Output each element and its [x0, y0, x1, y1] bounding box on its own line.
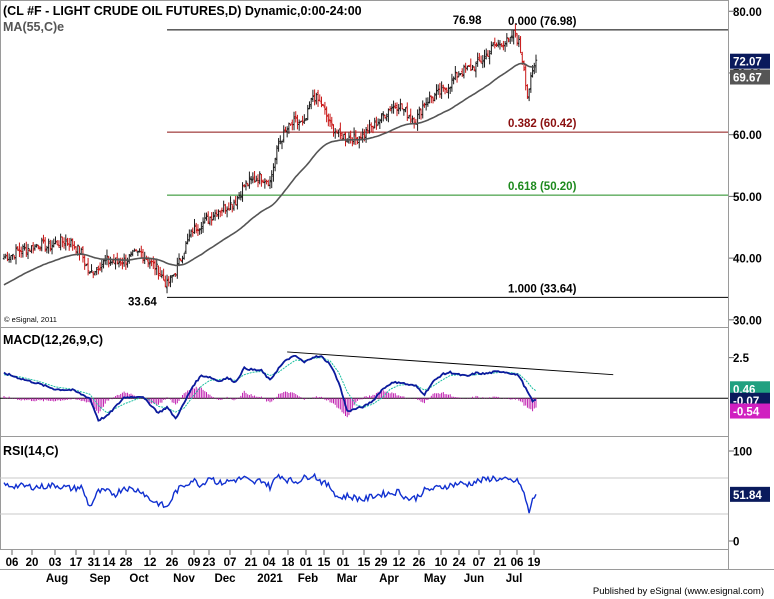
month-label: Dec [214, 573, 236, 585]
rsi-y-tick-label: 100 [733, 447, 752, 459]
macd-trendline [287, 351, 614, 376]
month-label: Mar [337, 573, 358, 585]
macd-signal-line [3, 357, 537, 414]
x-tick-label: 09 [188, 557, 201, 569]
rsi-line [3, 472, 537, 514]
x-tick-label: 07 [224, 557, 237, 569]
x-tick-label: 17 [70, 557, 83, 569]
x-tick-label: 06 [6, 557, 19, 569]
month-label: Jul [506, 573, 523, 585]
month-label: 2021 [257, 573, 283, 585]
axis-layer: 06 20 03 17 31 14 28 12 26 09 23 07 21 04 18 01 15 01 15 29… [6, 550, 541, 585]
month-label: Apr [379, 573, 399, 585]
low-annotation: 33.64 [128, 296, 157, 308]
x-tick-label: 12 [393, 557, 406, 569]
price-y-tick-label: 60.00 [733, 130, 762, 142]
macd-line [3, 354, 537, 422]
moving-average-line [3, 62, 537, 286]
rsi-layer: 100 0 51.84 [0, 447, 770, 549]
month-label: May [424, 573, 447, 585]
price-last-badge-bg [730, 53, 770, 69]
fib-level-label: 0.000 (76.98) [508, 16, 577, 28]
x-tick-label: 14 [103, 557, 116, 569]
price-y-tick-label: 50.00 [733, 192, 762, 204]
x-tick-label: 15 [358, 557, 371, 569]
macd-layer: 2.50.46-0.07-0.54 [0, 351, 770, 422]
fib-level-label: 0.618 (50.20) [508, 181, 577, 193]
x-tick-label: 01 [337, 557, 350, 569]
macd-panel-title: MACD(12,26,9,C) [3, 333, 103, 347]
x-tick-label: 03 [49, 557, 62, 569]
x-tick-label: 26 [413, 557, 426, 569]
x-tick-label: 24 [453, 557, 466, 569]
x-tick-label: 31 [88, 557, 101, 569]
x-tick-label: 06 [511, 557, 524, 569]
price-panel-title: (CL #F - LIGHT CRUDE OIL FUTURES,D) Dyna… [3, 4, 362, 18]
x-tick-label: 26 [166, 557, 179, 569]
macd-y-tick-label: 2.5 [733, 353, 750, 365]
ma-last-badge-bg [730, 69, 770, 85]
x-tick-label: 07 [473, 557, 486, 569]
x-tick-label: 23 [203, 557, 216, 569]
price-last-badge: 72.07 [733, 57, 762, 69]
price-y-tick-label: 80.00 [733, 7, 762, 19]
month-label: Aug [46, 573, 68, 585]
price-panel-frame [0, 0, 729, 328]
x-tick-label: 15 [318, 557, 331, 569]
rsi-last-badge-bg [730, 486, 770, 502]
fib-level-label: 1.000 (33.64) [508, 283, 577, 295]
month-label: Nov [173, 573, 195, 585]
fib-level-label: 0.382 (60.42) [508, 118, 577, 130]
signal-last-badge-bg [730, 381, 770, 397]
x-tick-label: 10 [435, 557, 448, 569]
x-tick-label: 21 [245, 557, 258, 569]
month-label: Oct [129, 573, 148, 585]
footer-published: Published by eSignal (www.esignal.com) [593, 586, 764, 597]
macd-panel-frame [0, 327, 729, 437]
month-label: Feb [298, 573, 318, 585]
histogram-last-badge: -0.54 [733, 407, 760, 419]
ma-label: MA(55,C)e [3, 20, 64, 34]
x-tick-label: 28 [120, 557, 133, 569]
rsi-last-badge: 51.84 [733, 490, 762, 502]
rsi-y-tick-label: 0 [733, 537, 739, 549]
ma-last-badge: 69.67 [733, 73, 762, 85]
x-tick-label: 12 [144, 557, 157, 569]
month-label: Jun [464, 573, 484, 585]
month-label: Sep [89, 573, 110, 585]
price-y-tick-label: 40.00 [733, 254, 762, 266]
high-annotation: 76.98 [453, 15, 482, 27]
x-tick-label: 20 [26, 557, 39, 569]
x-tick-label: 19 [528, 557, 541, 569]
rsi-panel-title: RSI(14,C) [3, 444, 59, 458]
x-tick-label: 29 [375, 557, 388, 569]
x-tick-label: 04 [263, 557, 276, 569]
copyright-label: © eSignal, 2011 [4, 315, 57, 324]
x-tick-label: 21 [494, 557, 507, 569]
x-tick-label: 18 [282, 557, 295, 569]
rsi-panel-frame [0, 436, 729, 550]
price-y-tick-label: 30.00 [733, 315, 762, 327]
histogram-last-badge-bg [730, 403, 770, 419]
x-tick-label: 01 [300, 557, 313, 569]
